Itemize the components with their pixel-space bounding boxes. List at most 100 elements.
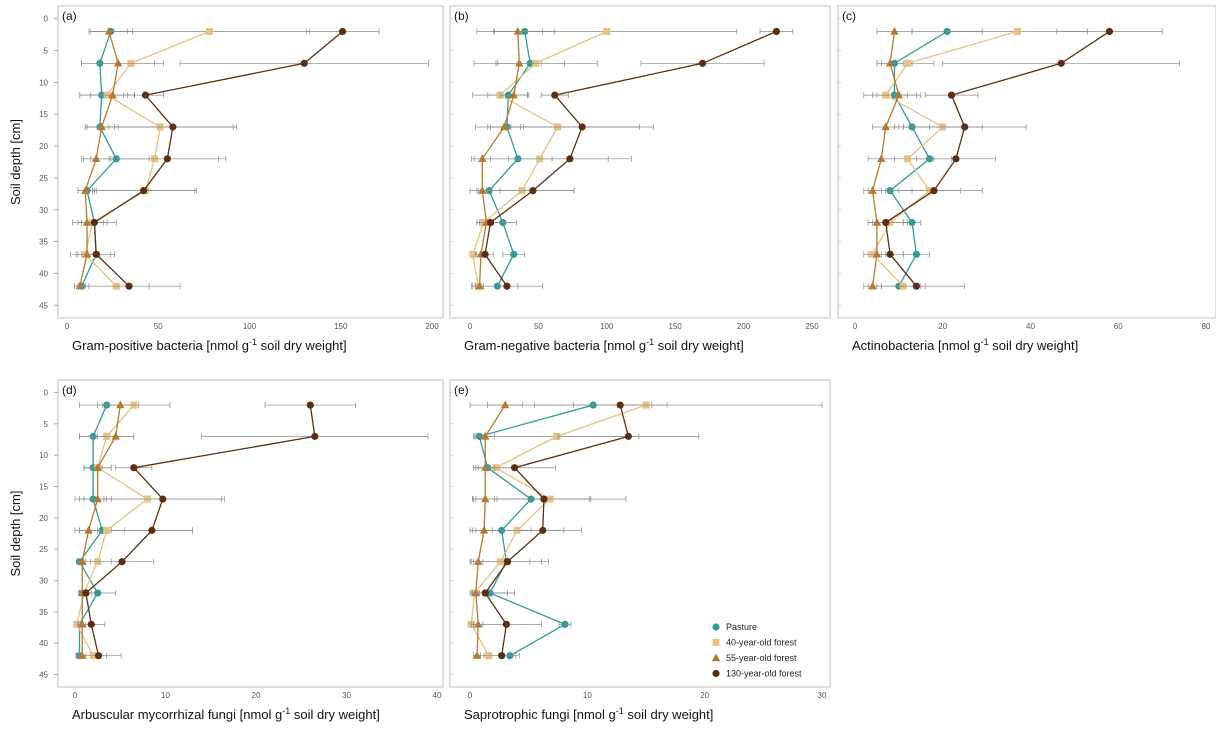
data-point xyxy=(509,90,518,99)
data-point xyxy=(566,155,574,163)
data-point xyxy=(500,122,509,131)
data-point xyxy=(502,620,510,628)
data-point xyxy=(553,432,561,440)
y-tick-label: 25 xyxy=(39,545,48,554)
y-tick-label: 45 xyxy=(39,670,48,679)
data-point xyxy=(125,282,133,290)
y-tick-label: 35 xyxy=(39,238,48,247)
x-tick-label: 100 xyxy=(243,322,257,331)
y-tick-label: 5 xyxy=(44,47,49,56)
y-tick-label: 20 xyxy=(39,514,48,523)
x-tick-label: 30 xyxy=(818,691,827,700)
data-point xyxy=(510,250,518,258)
y-tick-label: 30 xyxy=(39,206,48,215)
x-tick-label: 20 xyxy=(938,322,947,331)
data-point xyxy=(82,589,90,597)
data-point xyxy=(481,589,489,597)
data-point xyxy=(141,91,150,99)
y-tick-label: 15 xyxy=(39,483,48,492)
x-tick-label: 40 xyxy=(1026,322,1035,331)
data-point xyxy=(338,27,347,36)
data-point xyxy=(510,464,519,472)
x-tick-label: 0 xyxy=(65,322,70,331)
series-group xyxy=(72,27,429,290)
data-point xyxy=(478,186,487,194)
legend-marker xyxy=(712,639,720,646)
x-tick-label: 0 xyxy=(468,322,473,331)
data-point xyxy=(772,27,781,36)
data-point xyxy=(103,526,111,534)
data-point xyxy=(912,250,921,258)
data-point xyxy=(163,155,171,163)
data-point xyxy=(159,495,167,503)
plot-frame xyxy=(837,5,1216,319)
x-tick-label: 10 xyxy=(161,691,170,700)
series-group xyxy=(471,27,794,290)
y-tick-label: 20 xyxy=(39,142,48,151)
data-point xyxy=(92,250,100,258)
data-point xyxy=(868,186,877,194)
data-point xyxy=(97,122,106,131)
y-tick-label: 35 xyxy=(39,608,48,617)
x-tick-label: 50 xyxy=(534,322,543,331)
data-point xyxy=(82,217,92,226)
x-axis-label: Gram-positive bacteria [nmol g-1 soil dr… xyxy=(72,337,347,353)
data-point xyxy=(486,218,495,227)
data-point xyxy=(481,250,489,258)
y-tick-label: 25 xyxy=(39,174,48,183)
x-tick-label: 30 xyxy=(342,691,351,700)
x-tick-label: 150 xyxy=(334,322,348,331)
data-point xyxy=(82,249,92,258)
data-point xyxy=(81,186,90,194)
data-point xyxy=(1105,27,1114,36)
data-point xyxy=(498,652,506,660)
data-point xyxy=(912,282,921,290)
series-group xyxy=(867,27,1181,290)
data-point xyxy=(93,494,102,503)
series-group xyxy=(469,401,700,660)
legend-marker xyxy=(712,623,720,631)
panel-label: (d) xyxy=(62,383,77,397)
chart-panel: (e) 0 10 20 30 Saprotrophic fungi [nmol g-1 s… xyxy=(449,379,831,722)
plot-frame xyxy=(57,5,444,319)
data-point xyxy=(881,122,890,131)
data-point xyxy=(92,154,101,163)
legend-marker xyxy=(712,669,720,678)
data-point xyxy=(698,59,707,67)
data-point xyxy=(479,525,489,534)
legend-entry: Pasture xyxy=(726,622,757,632)
x-tick-label: 100 xyxy=(600,322,614,331)
x-tick-label: 200 xyxy=(425,322,439,331)
data-point xyxy=(481,431,490,440)
x-tick-label: 60 xyxy=(1114,322,1123,331)
data-point xyxy=(877,154,886,163)
x-tick-label: 20 xyxy=(252,691,261,700)
x-tick-label: 0 xyxy=(853,322,858,331)
series-group xyxy=(75,401,429,660)
panel-label: (c) xyxy=(842,9,856,23)
chart-panel: (d) 0 5 10 15 20 25 30 35 40 45 Soil depth [cm] 0 10 2… xyxy=(8,379,444,722)
data-point xyxy=(169,123,177,131)
data-point xyxy=(894,90,904,99)
data-point xyxy=(148,526,156,534)
panel-label: (e) xyxy=(454,383,469,397)
data-point xyxy=(1013,27,1021,35)
panel-label: (b) xyxy=(454,9,469,23)
chart-panel: (b) 0 50 100 150 200 250 Gram-negative bacteria… xyxy=(449,5,831,353)
series-group xyxy=(78,400,139,659)
data-point xyxy=(469,250,477,258)
data-point xyxy=(474,619,483,628)
y-tick-label: 0 xyxy=(44,389,49,398)
data-point xyxy=(205,27,213,35)
data-point xyxy=(475,281,484,290)
data-point xyxy=(868,281,877,290)
data-point xyxy=(87,620,95,628)
data-point xyxy=(952,155,960,163)
x-tick-label: 20 xyxy=(700,691,709,700)
y-tick-label: 30 xyxy=(39,576,48,585)
data-point xyxy=(471,588,481,597)
chart-panel: (a) 0 5 10 15 20 25 30 35 40 45 Soil depth [cm] 0 50 1… xyxy=(8,5,444,353)
data-point xyxy=(311,432,319,440)
data-point xyxy=(478,154,487,163)
